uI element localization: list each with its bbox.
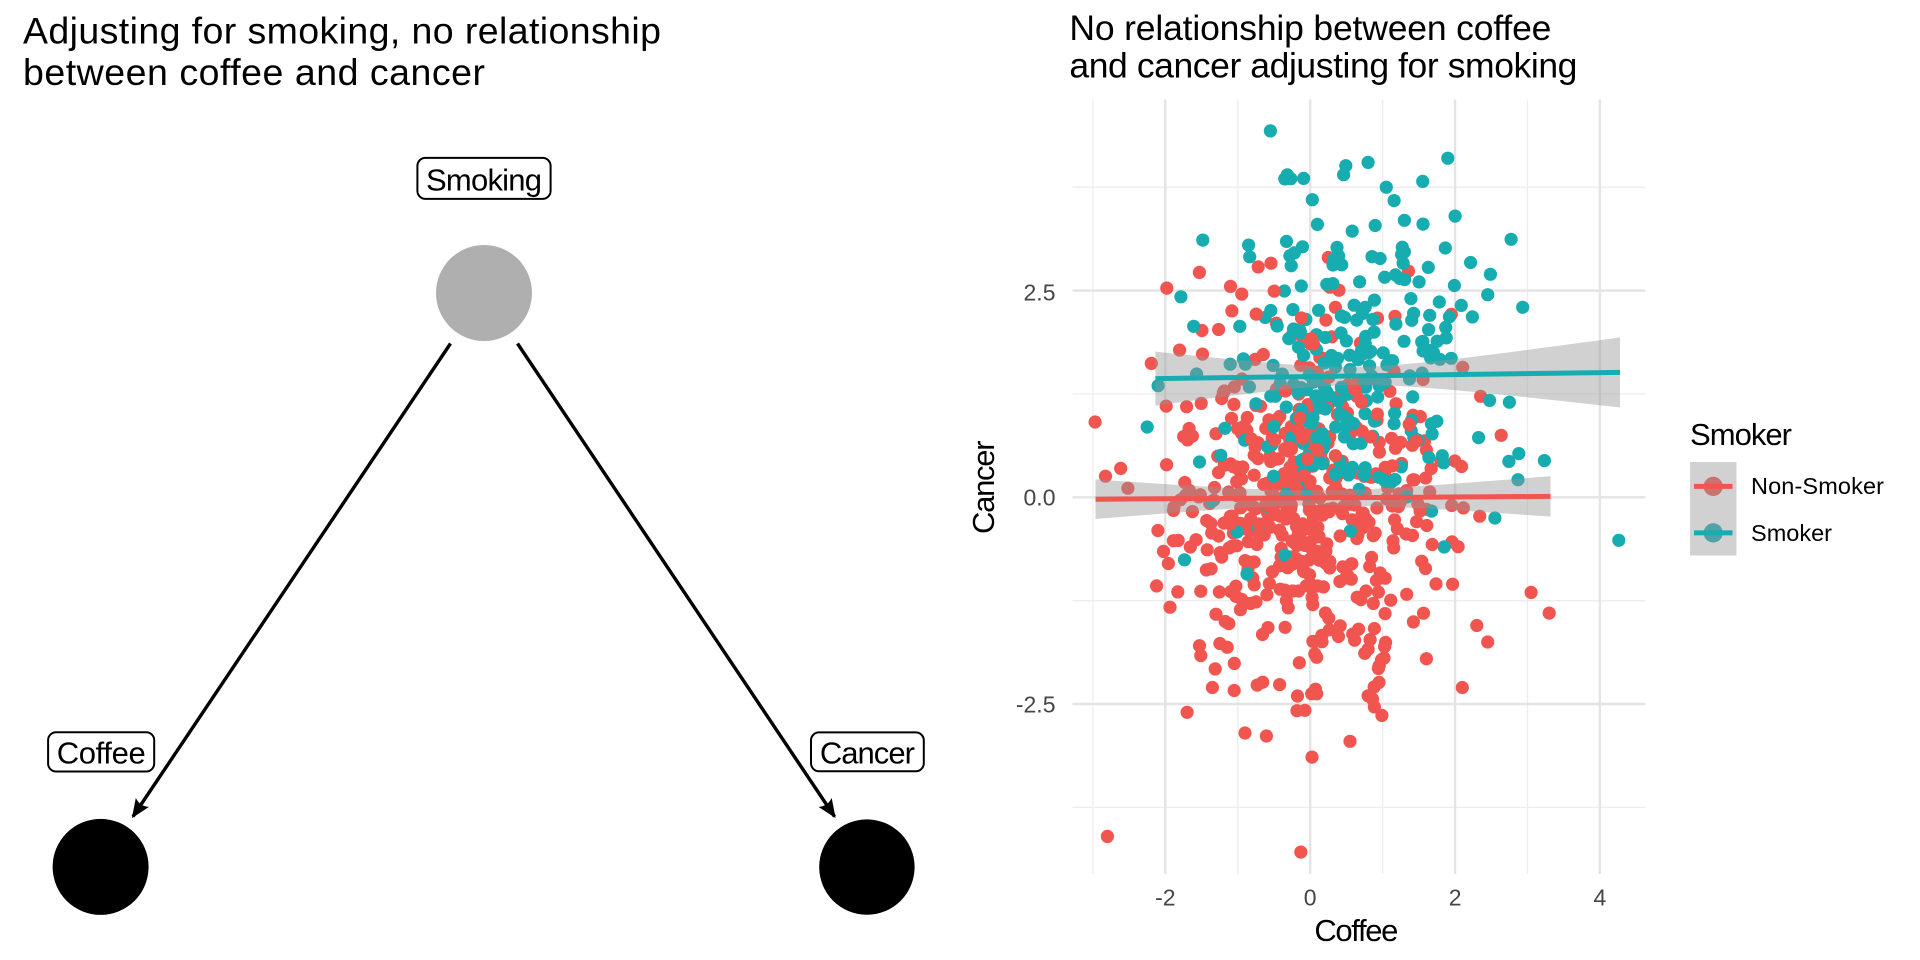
svg-text:Smoking: Smoking xyxy=(426,163,542,198)
svg-text:and cancer adjusting for smoki: and cancer adjusting for smoking xyxy=(1069,46,1577,86)
svg-text:Cancer: Cancer xyxy=(966,440,1001,534)
svg-text:Non-Smoker: Non-Smoker xyxy=(1751,473,1884,499)
svg-text:Coffee: Coffee xyxy=(1314,913,1398,948)
svg-text:Cancer: Cancer xyxy=(820,735,915,770)
svg-text:0.0: 0.0 xyxy=(1024,485,1056,511)
svg-text:4: 4 xyxy=(1594,885,1607,911)
svg-text:-2: -2 xyxy=(1155,885,1175,911)
svg-text:between coffee and cancer: between coffee and cancer xyxy=(23,51,485,93)
svg-text:Smoker: Smoker xyxy=(1751,520,1832,546)
svg-text:-2.5: -2.5 xyxy=(1016,691,1056,717)
svg-text:Smoker: Smoker xyxy=(1690,417,1792,452)
svg-text:2.5: 2.5 xyxy=(1024,280,1056,306)
svg-text:0: 0 xyxy=(1304,885,1317,911)
svg-text:Coffee: Coffee xyxy=(57,735,146,770)
svg-text:No relationship between coffee: No relationship between coffee xyxy=(1069,8,1551,48)
svg-text:Adjusting for smoking, no rela: Adjusting for smoking, no relationship xyxy=(23,9,661,51)
svg-text:2: 2 xyxy=(1449,885,1462,911)
